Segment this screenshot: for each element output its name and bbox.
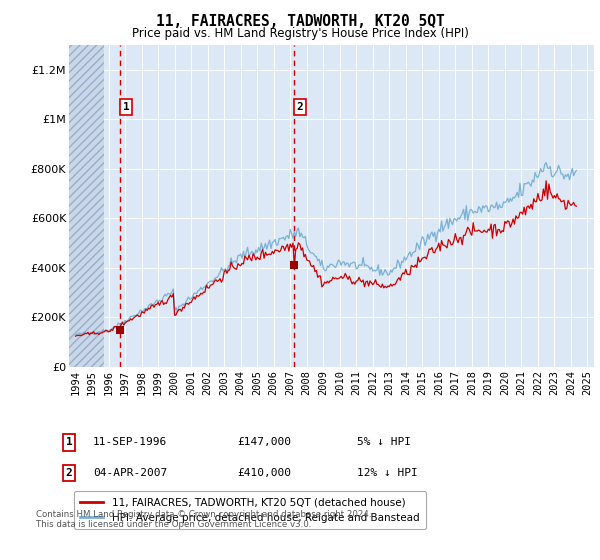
Text: 5% ↓ HPI: 5% ↓ HPI xyxy=(357,437,411,447)
Text: 2: 2 xyxy=(65,468,73,478)
Bar xyxy=(69,45,104,367)
Text: £410,000: £410,000 xyxy=(237,468,291,478)
Text: £147,000: £147,000 xyxy=(237,437,291,447)
Text: 1: 1 xyxy=(65,437,73,447)
Text: 2: 2 xyxy=(297,102,304,112)
Text: 12% ↓ HPI: 12% ↓ HPI xyxy=(357,468,418,478)
Text: Contains HM Land Registry data © Crown copyright and database right 2024.
This d: Contains HM Land Registry data © Crown c… xyxy=(36,510,371,529)
Text: 04-APR-2007: 04-APR-2007 xyxy=(93,468,167,478)
Text: 11, FAIRACRES, TADWORTH, KT20 5QT: 11, FAIRACRES, TADWORTH, KT20 5QT xyxy=(155,14,445,29)
Legend: 11, FAIRACRES, TADWORTH, KT20 5QT (detached house), HPI: Average price, detached: 11, FAIRACRES, TADWORTH, KT20 5QT (detac… xyxy=(74,491,425,529)
Text: 11-SEP-1996: 11-SEP-1996 xyxy=(93,437,167,447)
Text: 1: 1 xyxy=(122,102,130,112)
Text: Price paid vs. HM Land Registry's House Price Index (HPI): Price paid vs. HM Land Registry's House … xyxy=(131,27,469,40)
